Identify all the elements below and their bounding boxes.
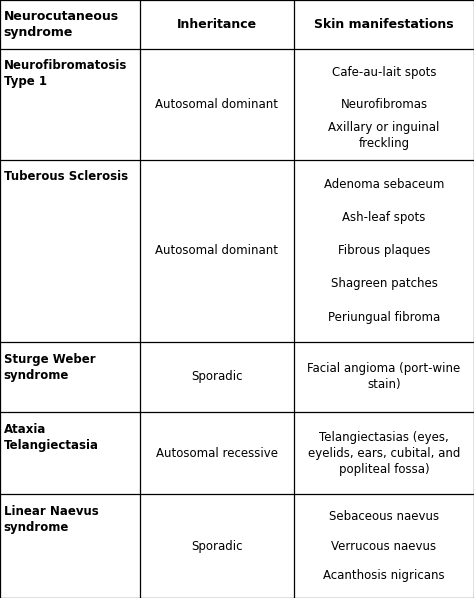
Text: Linear Naevus
syndrome: Linear Naevus syndrome xyxy=(4,505,99,534)
Text: Acanthosis nigricans: Acanthosis nigricans xyxy=(323,569,445,582)
Text: Fibrous plaques: Fibrous plaques xyxy=(338,244,430,257)
Text: Autosomal dominant: Autosomal dominant xyxy=(155,244,278,257)
Text: Shagreen patches: Shagreen patches xyxy=(330,277,438,291)
Text: Autosomal recessive: Autosomal recessive xyxy=(156,447,278,460)
Text: Inheritance: Inheritance xyxy=(177,18,257,31)
Text: Cafe-au-lait spots: Cafe-au-lait spots xyxy=(332,66,436,79)
Text: Ataxia
Telangiectasia: Ataxia Telangiectasia xyxy=(4,423,99,451)
Text: Ash-leaf spots: Ash-leaf spots xyxy=(342,211,426,224)
Text: Sporadic: Sporadic xyxy=(191,371,243,383)
Text: Telangiectasias (eyes,
eyelids, ears, cubital, and
popliteal fossa): Telangiectasias (eyes, eyelids, ears, cu… xyxy=(308,431,460,475)
Text: Sturge Weber
syndrome: Sturge Weber syndrome xyxy=(4,353,95,382)
Text: Axillary or inguinal
freckling: Axillary or inguinal freckling xyxy=(328,121,439,150)
Text: Skin manifestations: Skin manifestations xyxy=(314,18,454,31)
Text: Neurofibromas: Neurofibromas xyxy=(340,97,428,111)
Text: Facial angioma (port-wine
stain): Facial angioma (port-wine stain) xyxy=(307,362,461,392)
Text: Adenoma sebaceum: Adenoma sebaceum xyxy=(324,178,444,191)
Text: Neurofibromatosis
Type 1: Neurofibromatosis Type 1 xyxy=(4,59,127,89)
Text: Autosomal dominant: Autosomal dominant xyxy=(155,97,278,111)
Text: Neurocutaneous
syndrome: Neurocutaneous syndrome xyxy=(4,10,119,39)
Text: Sebaceous naevus: Sebaceous naevus xyxy=(329,510,439,523)
Text: Tuberous Sclerosis: Tuberous Sclerosis xyxy=(4,170,128,183)
Text: Periungual fibroma: Periungual fibroma xyxy=(328,310,440,324)
Text: Verrucous naevus: Verrucous naevus xyxy=(331,539,437,553)
Text: Sporadic: Sporadic xyxy=(191,539,243,553)
